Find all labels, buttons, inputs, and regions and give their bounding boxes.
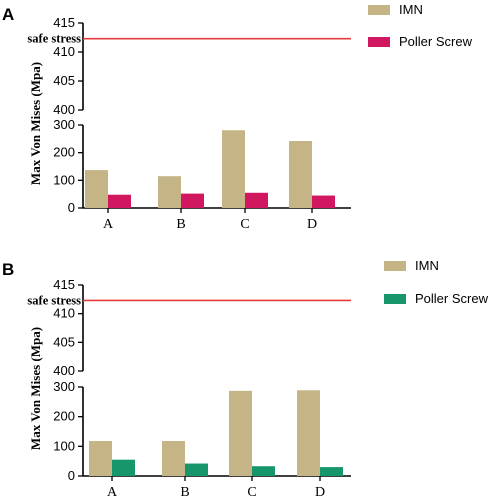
bar-imn-c [229,390,252,476]
bar-imn-b [162,440,185,476]
y-tick-label: 300 [53,379,75,394]
x-tick-label: C [247,485,256,500]
x-tick-label: C [240,217,249,232]
x-tick-label: A [103,217,114,232]
legend-label: Poller Screw [415,291,489,306]
x-tick-label: B [176,217,185,232]
x-tick-label: D [315,485,325,500]
legend-swatch [384,261,406,271]
y-tick-label: 200 [53,145,75,160]
bar-poller-screw-b [185,463,208,476]
x-tick-label: B [180,485,189,500]
y-tick-label: 0 [68,468,75,483]
x-tick-label: A [107,485,118,500]
y-tick-label: 200 [53,409,75,424]
bar-poller-screw-c [252,466,275,476]
panel-label: B [2,260,14,279]
y-tick-label: 400 [53,363,75,378]
bar-imn-a [85,170,108,208]
chart-panel-a: A 400 405 410 415 0 100 200 300 Max Von Mises (Mp… [2,2,473,232]
legend-label: IMN [415,258,439,273]
bar-imn-d [297,390,320,476]
y-tick-label: 100 [53,438,75,453]
bar-poller-screw-a [112,459,135,476]
y-tick-label: 405 [53,73,75,88]
bar-poller-screw-d [320,467,343,476]
y-tick-label: 100 [53,172,75,187]
legend-label: Poller Screw [399,34,473,49]
bar-imn-d [289,141,312,208]
y-tick-label: 410 [53,44,75,59]
y-axis-label: Max Von Mises (Mpa) [28,62,43,185]
y-axis-label: Max Von Mises (Mpa) [28,327,43,450]
chart-panel-b: B 400 405 410 415 0 100 200 300 Max Von Mises (Mp… [2,258,489,500]
bar-poller-screw-a [108,194,131,208]
y-tick-label: 410 [53,306,75,321]
bar-imn-c [222,130,245,208]
bar-poller-screw-d [312,195,335,208]
panel-label: A [2,5,14,24]
safe-stress-label: safe stress [27,32,81,46]
y-tick-label: 405 [53,334,75,349]
bar-imn-a [89,440,112,476]
y-tick-label: 415 [53,15,75,30]
bar-poller-screw-b [181,193,204,208]
legend-swatch [384,294,406,304]
y-tick-label: 300 [53,117,75,132]
y-tick-label: 415 [53,277,75,292]
legend-swatch [368,37,390,47]
x-tick-label: D [307,217,317,232]
safe-stress-label: safe stress [27,293,81,307]
legend-label: IMN [399,2,423,17]
bar-imn-b [158,176,181,208]
legend-swatch [368,5,390,15]
y-tick-label: 0 [68,200,75,215]
y-tick-label: 400 [53,102,75,117]
bar-poller-screw-c [245,192,268,208]
